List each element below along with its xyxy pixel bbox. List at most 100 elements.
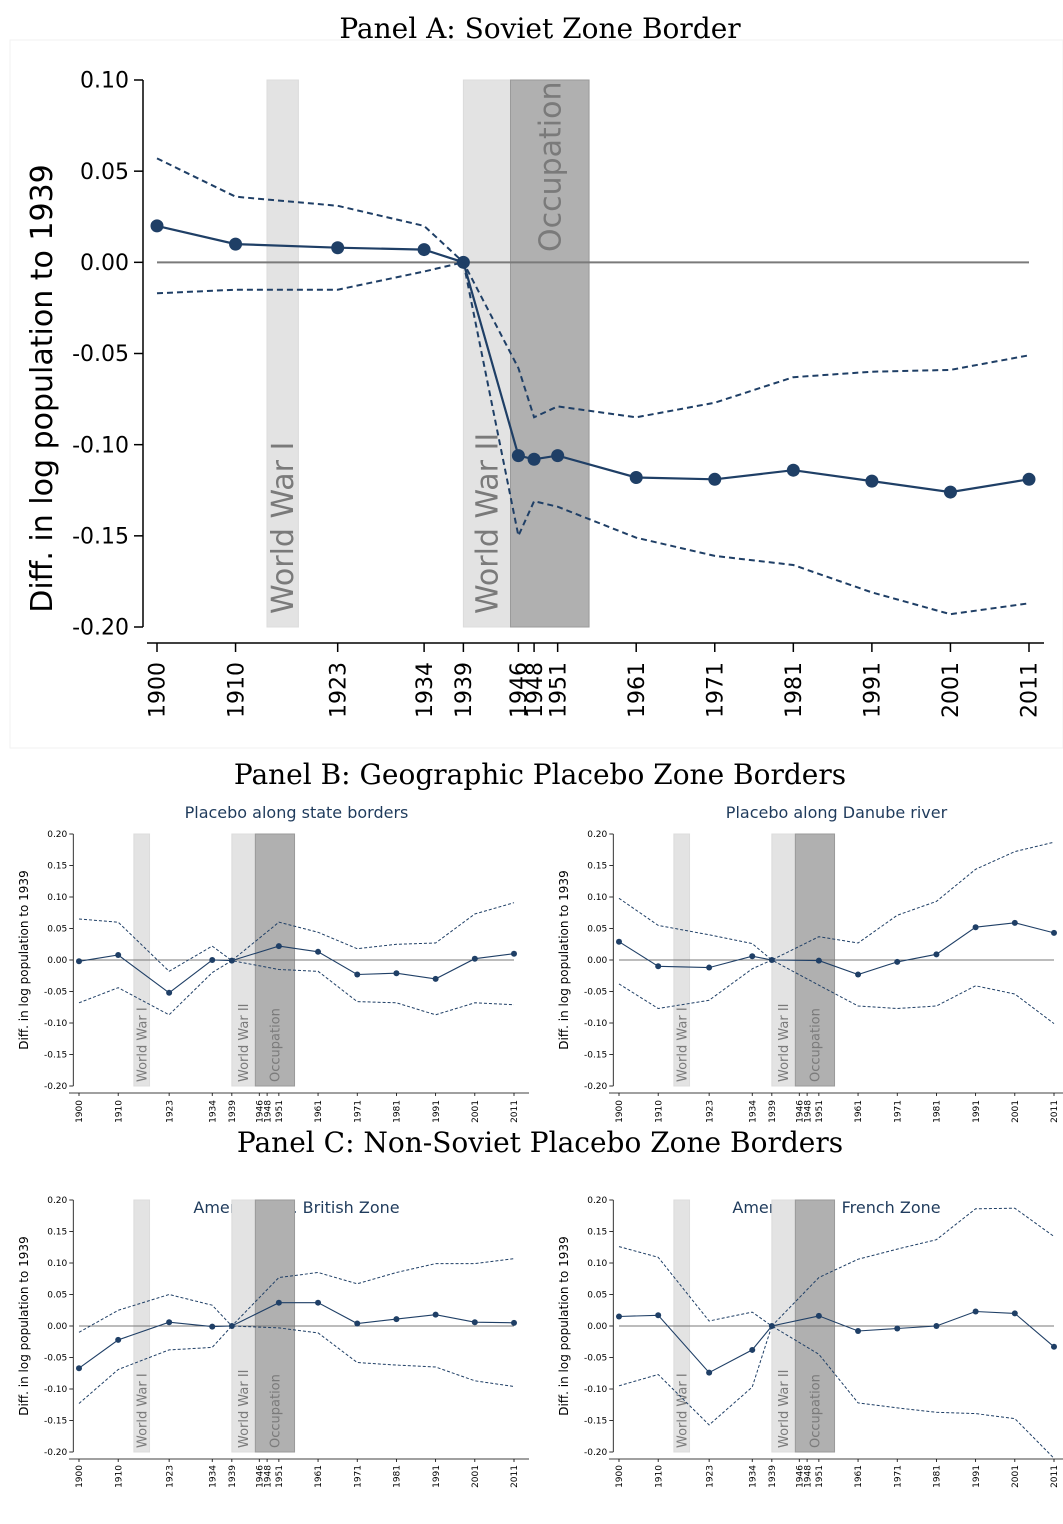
x-tick-label: 1951 <box>275 1465 285 1488</box>
y-tick-label: 0.10 <box>587 1259 607 1269</box>
estimate-point <box>786 463 800 477</box>
x-tick-label: 1951 <box>815 1100 825 1123</box>
period-band <box>510 79 590 628</box>
y-tick-label: 0.00 <box>47 1322 67 1332</box>
x-tick-label: 2001 <box>471 1465 481 1488</box>
y-tick-label: 0.15 <box>47 1228 67 1238</box>
x-tick-label: 1939 <box>228 1100 238 1123</box>
x-tick-label: 1900 <box>615 1465 625 1488</box>
x-tick-label: 1948 <box>263 1100 273 1123</box>
estimate-point <box>150 219 164 233</box>
x-tick-label: 1981 <box>933 1100 943 1123</box>
x-tick-label: 1939 <box>768 1100 778 1123</box>
panel-a-title: Panel A: Soviet Zone Border <box>339 12 741 45</box>
x-tick-label: 1971 <box>893 1465 903 1488</box>
estimate-point <box>275 943 282 950</box>
lower-ci-line <box>78 1325 515 1404</box>
estimate-point <box>315 1299 322 1306</box>
x-tick-label: 2001 <box>471 1100 481 1123</box>
estimate-point <box>933 1323 940 1329</box>
panel-c-title: Panel C: Non-Soviet Placebo Zone Borders <box>237 1126 843 1159</box>
x-tick-label: 1971 <box>353 1100 363 1123</box>
estimate-point <box>972 1308 979 1315</box>
y-tick-label: -0.05 <box>584 988 607 998</box>
estimate-point <box>1051 929 1057 936</box>
estimate-point <box>972 924 979 931</box>
x-tick-label: 1923 <box>705 1100 715 1123</box>
estimate-point <box>354 971 361 978</box>
y-tick-label: 0.20 <box>587 830 607 840</box>
band-label: World War II <box>470 433 505 614</box>
estimate-point <box>393 1316 400 1323</box>
band-label: World War II <box>777 1003 792 1082</box>
subplot-title: American vs. British Zone <box>193 1198 399 1217</box>
y-tick-label: -0.20 <box>584 1448 608 1458</box>
x-tick-label: 1991 <box>432 1465 442 1488</box>
estimate-point <box>1051 1343 1057 1350</box>
y-tick-label: -0.20 <box>44 1448 68 1458</box>
period-band <box>266 79 299 628</box>
band-label: World War I <box>266 442 301 614</box>
x-tick-label: 1910 <box>654 1465 664 1488</box>
y-tick-label: -0.10 <box>584 1019 608 1029</box>
y-tick-label: -0.05 <box>44 1354 67 1364</box>
y-tick-label: 0.20 <box>47 1196 67 1206</box>
x-tick-label: 1934 <box>748 1465 758 1488</box>
estimate-point <box>551 449 565 463</box>
band-label: World War II <box>777 1369 792 1448</box>
band-label: World War II <box>237 1369 252 1448</box>
x-tick-label: 1948 <box>263 1465 273 1488</box>
lower-ci-line <box>618 1325 1055 1459</box>
x-tick-label: 1923 <box>705 1465 715 1488</box>
estimate-point <box>432 975 439 982</box>
x-tick-label: 1934 <box>748 1100 758 1123</box>
x-tick-label: 2001 <box>939 662 964 718</box>
y-tick-label: -0.05 <box>584 1354 607 1364</box>
x-tick-label: 2011 <box>510 1100 520 1123</box>
estimate-point <box>76 958 82 965</box>
y-tick-label: 0.10 <box>587 893 607 903</box>
y-tick-label: -0.15 <box>584 1417 607 1427</box>
x-tick-label: 1934 <box>413 662 438 718</box>
estimate-point <box>115 1336 122 1343</box>
y-tick-label: -0.15 <box>44 1417 67 1427</box>
estimate-point <box>894 1325 901 1332</box>
y-tick-label: 0.15 <box>47 862 67 872</box>
upper-ci-line <box>78 1258 515 1333</box>
y-axis-label: Diff. in log population to 1939 <box>25 164 60 613</box>
estimate-point <box>527 452 541 466</box>
y-tick-label: -0.15 <box>584 1051 607 1061</box>
x-tick-label: 2011 <box>510 1465 520 1488</box>
y-tick-label: 0.15 <box>587 1228 607 1238</box>
x-tick-label: 1900 <box>615 1100 625 1123</box>
x-tick-label: 1946 <box>795 1100 805 1123</box>
estimate-point <box>166 989 173 996</box>
subplot-title: Placebo along state borders <box>185 803 409 822</box>
estimate-point <box>331 241 345 255</box>
y-tick-label: 0.05 <box>47 925 67 935</box>
x-tick-label: 1923 <box>165 1465 175 1488</box>
x-tick-label: 1951 <box>275 1100 285 1123</box>
y-tick-label: 0.00 <box>587 1322 607 1332</box>
estimate-point <box>209 1323 216 1330</box>
x-tick-label: 1910 <box>114 1465 124 1488</box>
y-tick-label: -0.05 <box>44 988 67 998</box>
x-tick-label: 1981 <box>933 1465 943 1488</box>
x-tick-label: 1991 <box>432 1100 442 1123</box>
x-tick-label: 1991 <box>972 1100 982 1123</box>
y-tick-label: -0.20 <box>44 1082 68 1092</box>
y-axis-label: Diff. in log population to 1939 <box>17 870 31 1049</box>
estimate-point <box>417 243 431 257</box>
x-tick-label: 1939 <box>452 662 477 718</box>
x-tick-label: 1923 <box>326 662 351 718</box>
estimate-point <box>432 1311 439 1318</box>
estimate-point <box>471 955 478 962</box>
subplot-title: American vs. French Zone <box>732 1198 940 1217</box>
x-tick-label: 1971 <box>703 662 728 718</box>
y-tick-label: -0.20 <box>72 616 129 641</box>
x-tick-label: 1948 <box>523 662 548 718</box>
estimate-point <box>275 1299 282 1306</box>
x-tick-label: 1946 <box>507 662 532 718</box>
estimate-line <box>78 1302 515 1369</box>
